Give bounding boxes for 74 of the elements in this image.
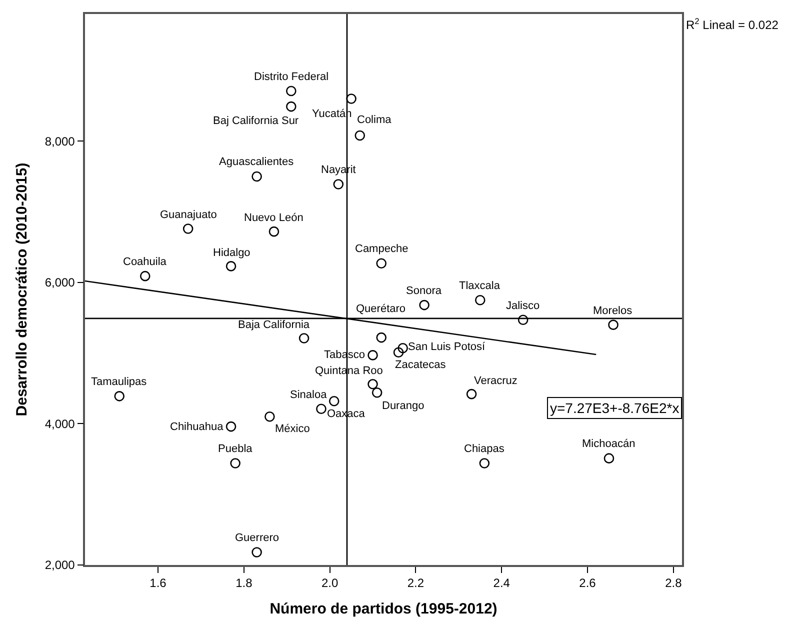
y-tick-label: 6,000 [44, 276, 76, 290]
point [518, 314, 528, 326]
point [264, 412, 275, 422]
point [393, 347, 404, 358]
point [398, 342, 408, 354]
annotation: Guerrero [235, 532, 280, 544]
annotation: Jalisco [506, 300, 540, 312]
x-tick-label: 1.6 [150, 576, 167, 590]
annotation: México [275, 423, 310, 435]
annotation: Baja California [238, 319, 310, 331]
annotation: Sonora [406, 285, 442, 297]
annotation: Nuevo León [244, 212, 304, 224]
point [479, 458, 490, 468]
annotation: Tlaxcala [459, 280, 501, 292]
point [604, 453, 614, 464]
point [252, 171, 262, 182]
annotation: Tamaulipas [91, 376, 148, 388]
annotation: y=7.27E3+-8.76E2*x [550, 400, 680, 416]
x-tick-label: 2.2 [407, 576, 424, 590]
x-axis-title: Número de partidos (1995-2012) [270, 600, 498, 618]
y-axis-title: Desarrollo democrático (2010-2015) [14, 162, 31, 416]
point [298, 333, 310, 344]
annotation: Querétaro [356, 303, 406, 315]
point [368, 350, 378, 360]
annotation: Zacatecas [395, 359, 446, 371]
annotation: San Luis Potosí [408, 341, 486, 353]
point [328, 396, 340, 406]
annotation: Chihuahua [170, 421, 224, 433]
point [376, 258, 386, 269]
point [226, 261, 236, 272]
y-tick-label: 4,000 [44, 416, 76, 431]
annotation: Puebla [218, 443, 254, 455]
point [419, 300, 430, 310]
point [372, 387, 382, 398]
annotation: Veracruz [474, 375, 518, 387]
point [376, 332, 386, 343]
point [230, 458, 240, 468]
annotation: Coahuila [123, 256, 168, 268]
annotation: Guanajuato [160, 209, 217, 221]
point [182, 224, 194, 234]
point [333, 179, 344, 190]
point [316, 404, 326, 414]
y-tick-label: 2,000 [44, 558, 76, 572]
annotation: Colima [357, 114, 392, 126]
annotation: Morelos [593, 305, 633, 317]
point [474, 294, 486, 306]
point [226, 421, 236, 432]
x-tick-label: 2.0 [321, 576, 338, 590]
point [252, 547, 262, 558]
x-tick-label: 2.6 [579, 576, 596, 590]
point [608, 320, 618, 330]
x-tick-label: 2.8 [665, 576, 682, 590]
point [114, 391, 125, 402]
point [346, 94, 356, 104]
point [268, 226, 280, 237]
point [466, 388, 477, 400]
point [140, 270, 150, 282]
annotation: Baj California Sur [213, 115, 299, 127]
point [286, 86, 296, 96]
x-tick-label: 2.4 [493, 576, 510, 590]
x-tick-label: 1.8 [236, 576, 253, 590]
annotation: Aguascalientes [219, 156, 294, 168]
annotation: Distrito Federal [254, 71, 329, 83]
annotation: Durango [382, 400, 424, 412]
annotation: Campeche [355, 243, 408, 255]
annotation: Hidalgo [213, 247, 250, 259]
y-tick-label: 8,000 [44, 134, 76, 148]
annotation: Chiapas [464, 443, 505, 455]
point [354, 130, 366, 141]
text: R$^{2}$ Lineal = 0.022 [686, 16, 779, 32]
annotation: Michoacán [582, 438, 636, 450]
point [286, 101, 296, 112]
point [368, 379, 378, 390]
annotation: Sinaloa [290, 389, 328, 401]
